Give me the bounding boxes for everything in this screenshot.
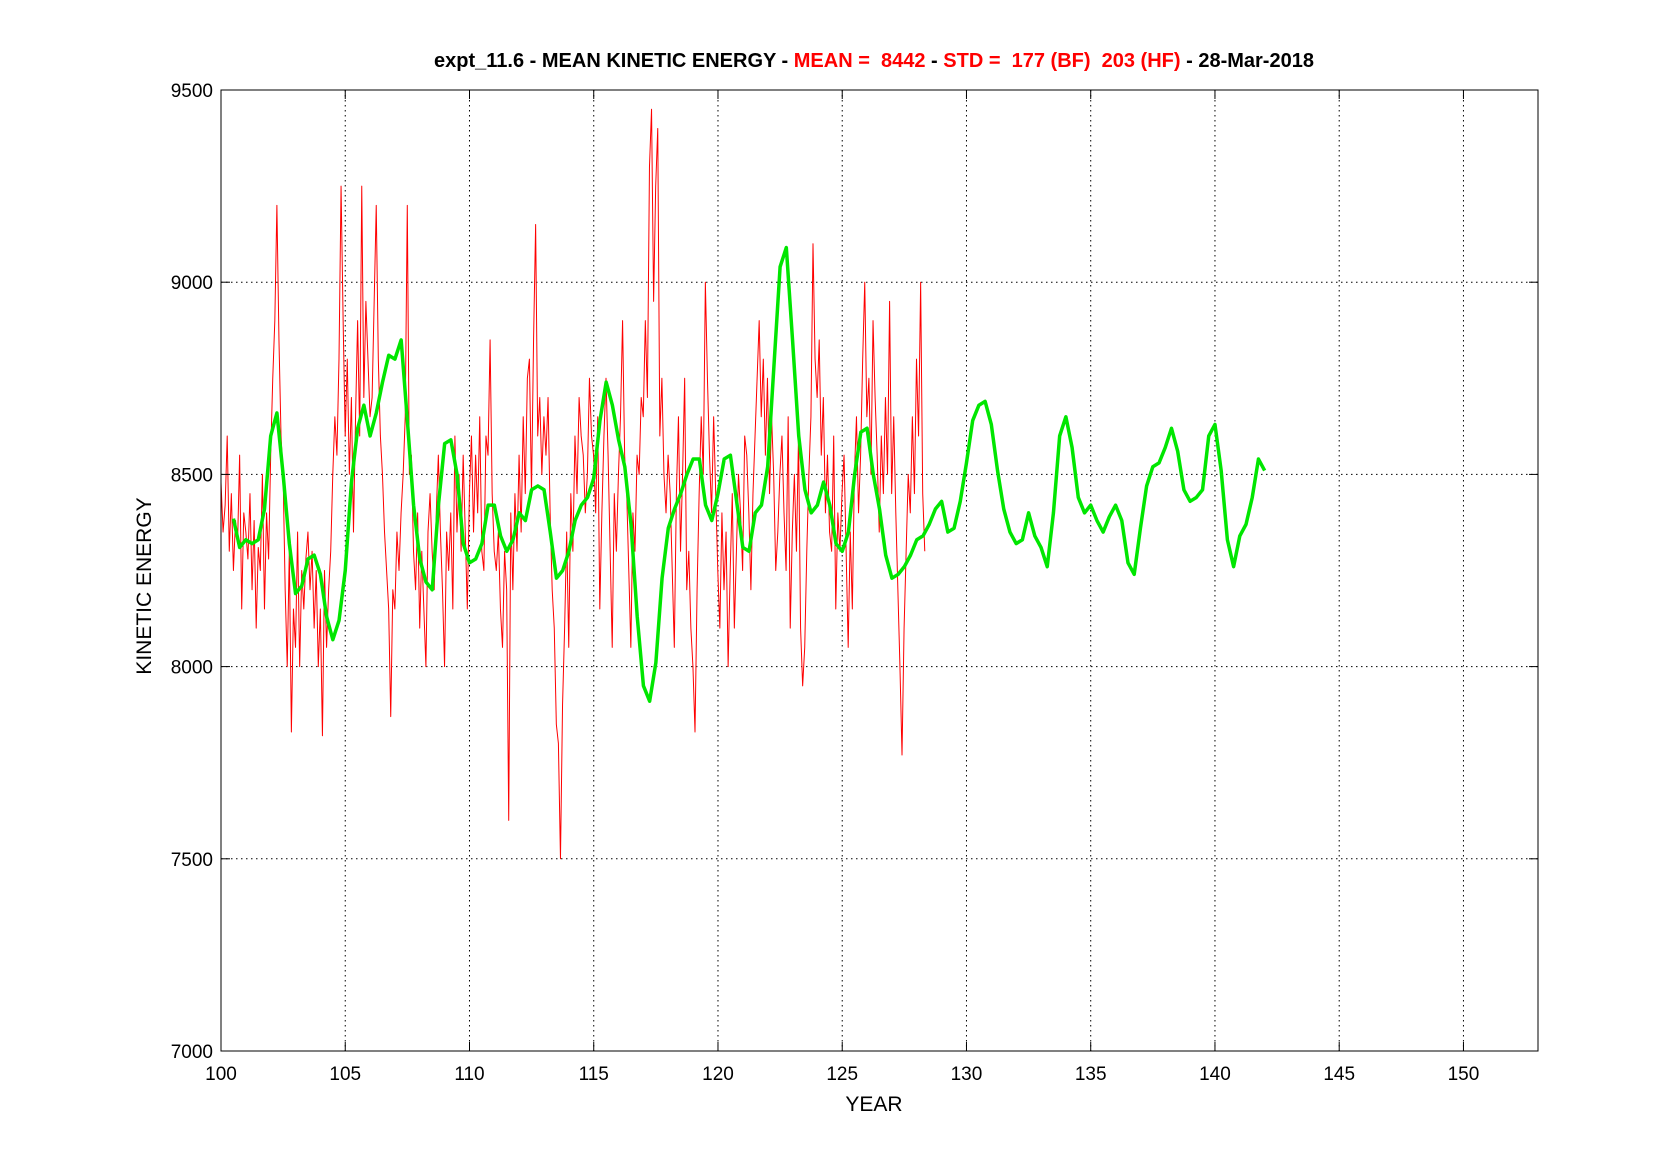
title-part-1: MEAN = 8442 <box>794 50 926 72</box>
y-tick-label: 8500 <box>171 465 213 486</box>
y-axis-title: KINETIC ENERGY <box>133 497 156 674</box>
x-tick-label: 105 <box>329 1064 361 1085</box>
x-tick-label: 130 <box>951 1064 983 1085</box>
chart-title: expt_11.6 - MEAN KINETIC ENERGY - MEAN =… <box>434 50 1314 72</box>
title-part-2: - <box>925 50 943 72</box>
x-tick-label: 125 <box>826 1064 858 1085</box>
x-tick-label: 145 <box>1323 1064 1355 1085</box>
y-tick-label: 9000 <box>171 273 213 294</box>
smoothed-series-line <box>231 245 1267 703</box>
axis-ticks: 100 105 110 115 120 125 130 135 140 145 150 7000 750… <box>171 81 1538 1085</box>
raw-series-line <box>220 108 926 860</box>
raw-series-layer <box>220 108 926 860</box>
title-part-0: expt_11.6 - MEAN KINETIC ENERGY - <box>434 50 794 72</box>
x-tick-label: 110 <box>454 1064 484 1085</box>
x-tick-label: 140 <box>1199 1064 1231 1085</box>
x-tick-label: 135 <box>1075 1064 1107 1085</box>
title-part-3: STD = 177 (BF) 203 (HF) <box>943 50 1180 72</box>
x-tick-label: 120 <box>702 1064 734 1085</box>
x-tick-label: 150 <box>1448 1064 1480 1085</box>
plot-frame <box>220 89 1539 1052</box>
x-tick-label: 115 <box>579 1064 609 1085</box>
title-part-4: - 28-Mar-2018 <box>1181 50 1314 72</box>
y-tick-label: 7500 <box>171 850 213 871</box>
y-tick-label: 8000 <box>171 658 213 679</box>
y-tick-label: 9500 <box>171 81 213 102</box>
x-tick-label: 100 <box>205 1064 237 1085</box>
grid <box>221 90 1538 1051</box>
x-axis-title: YEAR <box>845 1093 902 1116</box>
smoothed-series-layer <box>231 245 1267 703</box>
y-tick-label: 7000 <box>171 1042 213 1063</box>
